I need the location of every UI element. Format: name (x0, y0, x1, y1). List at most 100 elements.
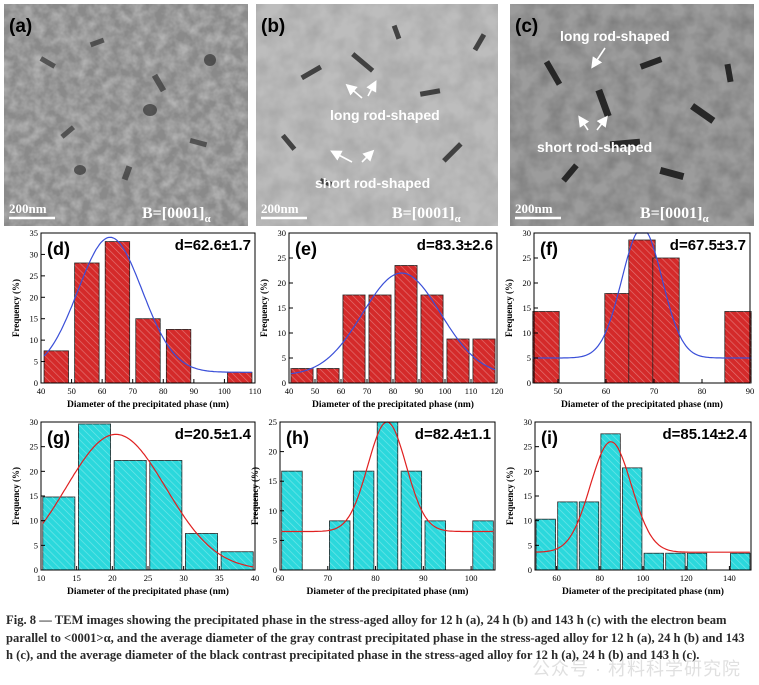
bar-hatch-d-3 (105, 241, 130, 383)
x-tick-label-i: 140 (723, 573, 736, 583)
y-tick-label-h: 15 (269, 476, 278, 486)
y-tick-label-g: 5 (34, 540, 38, 550)
scale-label-c: 200nm (515, 201, 553, 216)
mean-annotation-e: d=83.3±2.6 (417, 237, 493, 254)
y-tick-label-h: 0 (273, 565, 277, 575)
y-tick-label-g: 10 (30, 516, 39, 526)
y-tick-label-i: 10 (524, 516, 533, 526)
y-axis-label-h: Frequency (%) (250, 467, 260, 525)
y-tick-label-d: 5 (34, 357, 38, 367)
y-tick-label-f: 10 (523, 328, 532, 338)
x-tick-label-d: 110 (249, 386, 261, 396)
bar-hatch-d-4 (135, 318, 161, 383)
y-tick-label-e: 20 (278, 278, 287, 288)
y-tick-label-e: 15 (278, 303, 287, 313)
y-tick-label-f: 5 (527, 353, 531, 363)
y-tick-label-d: 35 (30, 228, 39, 238)
x-tick-label-i: 120 (680, 573, 693, 583)
bar-hatch-d-2 (74, 263, 100, 383)
bar-hatch-f-3 (628, 240, 656, 383)
tem-image-b: long rod-shaped short rod-shaped (b) 200… (256, 4, 498, 226)
bar-hatch-h-7 (472, 520, 494, 570)
bar-hatch-i-3 (579, 501, 599, 570)
y-tick-label-f: 30 (523, 228, 532, 238)
y-tick-label-g: 0 (34, 565, 38, 575)
y-tick-label-h: 20 (269, 447, 278, 457)
tem-annotation-short-c: short rod-shaped (537, 139, 652, 155)
bar-hatch-f-4 (652, 258, 680, 383)
bar-hatch-e-7 (446, 339, 470, 383)
x-tick-label-g: 15 (72, 573, 81, 583)
bar-hatch-e-4 (368, 295, 392, 383)
y-tick-label-e: 5 (282, 353, 286, 363)
bar-hatch-e-3 (342, 295, 366, 383)
y-tick-label-i: 25 (524, 442, 533, 452)
x-axis-label-g: Diameter of the precipitated phase (nm) (67, 586, 229, 597)
y-tick-label-h: 5 (273, 535, 277, 545)
mean-annotation-i: d=85.14±2.4 (662, 426, 747, 443)
bar-hatch-h-3 (353, 471, 374, 570)
bar-hatch-h-4 (377, 422, 398, 570)
x-tick-label-h: 100 (465, 573, 478, 583)
y-tick-label-d: 15 (30, 314, 39, 324)
y-axis-label-f: Frequency (%) (504, 279, 514, 337)
watermark: 公众号 · 材料科学研究院 (532, 659, 741, 679)
x-tick-label-h: 60 (276, 573, 285, 583)
y-tick-label-f: 15 (523, 303, 532, 313)
x-tick-label-h: 80 (371, 573, 380, 583)
x-axis-label-h: Diameter of the precipitated phase (nm) (307, 586, 469, 597)
x-tick-label-f: 60 (602, 386, 611, 396)
bar-hatch-g-2 (78, 423, 111, 570)
histogram-h: 60 70 80 90 100 0 5 10 15 20 25 Diameter of the pre… (250, 417, 496, 597)
x-tick-label-f: 90 (746, 386, 755, 396)
bar-hatch-h-2 (329, 520, 350, 570)
panel-label-d: (d) (47, 239, 70, 259)
bar-hatch-i-4 (600, 433, 621, 570)
bar-hatch-f-5 (724, 311, 752, 383)
y-tick-label-i: 0 (528, 565, 532, 575)
x-tick-label-e: 120 (491, 386, 504, 396)
bar-hatch-i-7 (665, 553, 686, 570)
tem-image-a: (a) 200nm B=[0001]α (4, 4, 248, 226)
orientation-label-c: B=[0001]α (640, 205, 709, 225)
mean-annotation-d: d=62.6±1.7 (175, 237, 251, 254)
y-axis-label-g: Frequency (%) (11, 467, 21, 525)
histogram-d: 40 50 60 70 80 90 100 110 0 5 10 15 20 25 30 35 Diameter… (11, 228, 261, 410)
panel-label-h: (h) (286, 428, 309, 448)
tem-label-b: (b) (261, 16, 285, 37)
tem-annotation-long-b: long rod-shaped (330, 107, 440, 123)
tem-label-a: (a) (9, 16, 32, 37)
histogram-g: 10 15 20 25 30 35 40 0 5 10 15 20 25 30 Diameter of th… (11, 417, 259, 597)
y-tick-label-d: 0 (34, 378, 38, 388)
bar-hatch-i-5 (622, 467, 642, 570)
x-axis-label-d: Diameter of the precipitated phase (nm) (67, 399, 229, 410)
x-tick-label-i: 60 (552, 573, 561, 583)
x-tick-label-g: 40 (251, 573, 260, 583)
x-tick-label-g: 25 (144, 573, 153, 583)
x-tick-label-e: 90 (415, 386, 424, 396)
x-tick-label-e: 40 (285, 386, 294, 396)
histogram-e: 40 50 60 70 80 90 100 110 120 0 5 10 15 20 25 30 Diamete… (259, 228, 503, 410)
x-tick-label-d: 90 (190, 386, 199, 396)
bar-hatch-i-9 (730, 553, 750, 570)
mean-annotation-h: d=82.4±1.1 (415, 426, 491, 443)
histogram-i: 60 80 100 120 140 0 5 10 15 20 25 30 Diameter of the… (505, 417, 752, 597)
bar-hatch-g-3 (114, 460, 147, 570)
axes-frame-h (279, 421, 496, 571)
y-tick-label-g: 15 (30, 491, 39, 501)
bar-hatch-d-6 (227, 372, 252, 383)
x-tick-label-i: 100 (637, 573, 650, 583)
scale-label-b: 200nm (261, 201, 299, 216)
y-axis-label-d: Frequency (%) (11, 279, 21, 337)
x-tick-label-e: 70 (363, 386, 372, 396)
x-tick-label-d: 60 (98, 386, 107, 396)
x-tick-label-g: 10 (37, 573, 46, 583)
tem-label-c: (c) (515, 16, 538, 37)
x-tick-label-g: 35 (215, 573, 224, 583)
bar-hatch-i-8 (687, 553, 707, 570)
y-tick-label-e: 10 (278, 328, 287, 338)
bar-hatch-f-1 (532, 311, 560, 383)
x-tick-label-e: 50 (311, 386, 320, 396)
bar-hatch-f-2 (604, 293, 632, 383)
x-tick-label-g: 20 (108, 573, 117, 583)
